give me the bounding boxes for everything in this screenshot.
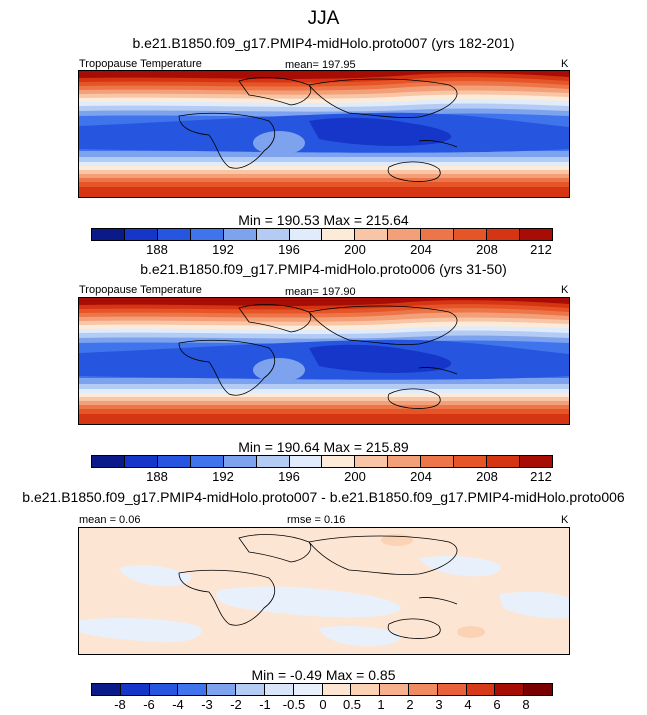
- panel1-colorbar-swatch: [487, 229, 520, 240]
- colorbar-tick: 212: [530, 469, 552, 484]
- panel2-units-label: K: [561, 284, 569, 296]
- colorbar-tick: 6: [493, 697, 501, 712]
- panel3-colorbar-swatch: [380, 684, 409, 695]
- panel1-colorbar-ticks: 188 192 196 200 204 208 212: [91, 242, 553, 258]
- panel2-colorbar-swatch: [388, 456, 422, 467]
- panel1-colorbar-swatch: [157, 229, 191, 240]
- panel1-subtitle: b.e21.B1850.f09_g17.PMIP4-midHolo.proto0…: [132, 35, 515, 51]
- colorbar-tick: -0.5: [282, 697, 306, 712]
- panel3-colorbar-swatch: [92, 684, 121, 695]
- panel3-colorbar-swatch: [149, 684, 179, 695]
- colorbar-tick: -4: [172, 697, 184, 712]
- panel2-colorbar-swatch: [124, 456, 158, 467]
- panel2-colorbar-swatch: [487, 456, 520, 467]
- panel2-colorbar-swatch: [157, 456, 191, 467]
- panel3-minmax: Min = -0.49 Max = 0.85: [251, 667, 396, 683]
- panel2-colorbar: [91, 455, 553, 468]
- colorbar-tick: 200: [344, 469, 366, 484]
- panel3-colorbar-swatch: [264, 684, 294, 695]
- panel3-colorbar-swatch: [178, 684, 208, 695]
- colorbar-tick: 208: [476, 242, 498, 257]
- panel3-colorbar-swatch: [120, 684, 150, 695]
- colorbar-tick: 188: [146, 242, 168, 257]
- colorbar-tick: 196: [278, 242, 300, 257]
- colorbar-tick: -3: [201, 697, 213, 712]
- panel2-colorbar-swatch: [355, 456, 389, 467]
- panel3-colorbar-swatch: [236, 684, 265, 695]
- panel3-colorbar-swatch: [437, 684, 467, 695]
- colorbar-tick: -2: [230, 697, 242, 712]
- panel2-colorbar-swatch: [256, 456, 290, 467]
- colorbar-tick: -1: [259, 697, 271, 712]
- colorbar-tick: 0: [319, 697, 327, 712]
- colorbar-tick: 200: [344, 242, 366, 257]
- panel2-map: [78, 297, 570, 425]
- panel3-rmse-label: rmse = 0.16: [287, 514, 346, 526]
- panel1-colorbar: [91, 228, 553, 241]
- panel1-colorbar-swatch: [92, 229, 125, 240]
- colorbar-tick: 2: [406, 697, 414, 712]
- panel3-units-label: K: [561, 514, 569, 526]
- panel2-colorbar-swatch: [519, 456, 552, 467]
- panel1-colorbar-swatch: [421, 229, 455, 240]
- panel2-subtitle: b.e21.B1850.f09_g17.PMIP4-midHolo.proto0…: [140, 261, 507, 277]
- panel1-map: [78, 70, 570, 198]
- panel1-colorbar-swatch: [289, 229, 323, 240]
- colorbar-tick: 3: [435, 697, 443, 712]
- panel3-colorbar-swatch: [524, 684, 552, 695]
- colorbar-tick: 204: [410, 469, 432, 484]
- panel3-colorbar-swatch: [495, 684, 525, 695]
- panel1-colorbar-swatch: [322, 229, 356, 240]
- colorbar-tick: 196: [278, 469, 300, 484]
- panel1-units-label: K: [561, 58, 569, 70]
- colorbar-tick: 212: [530, 242, 552, 257]
- colorbar-tick: -6: [143, 697, 155, 712]
- panel2-colorbar-swatch: [223, 456, 257, 467]
- panel2-colorbar-swatch: [190, 456, 224, 467]
- figure-title: JJA: [307, 8, 340, 29]
- colorbar-tick: 204: [410, 242, 432, 257]
- panel2-colorbar-ticks: 188 192 196 200 204 208 212: [91, 469, 553, 485]
- panel3-colorbar-swatch: [466, 684, 496, 695]
- colorbar-tick: 8: [522, 697, 530, 712]
- panel2-mean-label: mean= 197.90: [285, 286, 356, 298]
- panel3-map: [78, 527, 570, 655]
- panel1-colorbar-swatch: [454, 229, 488, 240]
- panel2-colorbar-swatch: [322, 456, 356, 467]
- panel1-colorbar-swatch: [355, 229, 389, 240]
- panel2-variable-label: Tropopause Temperature: [79, 284, 202, 296]
- colorbar-tick: 208: [476, 469, 498, 484]
- panel1-colorbar-swatch: [388, 229, 422, 240]
- panel3-colorbar-swatch: [408, 684, 438, 695]
- panel1-colorbar-swatch: [256, 229, 290, 240]
- panel3-subtitle: b.e21.B1850.f09_g17.PMIP4-midHolo.proto0…: [22, 489, 625, 505]
- panel3-colorbar-swatch: [207, 684, 237, 695]
- panel1-colorbar-swatch: [519, 229, 552, 240]
- colorbar-tick: 0.5: [342, 697, 362, 712]
- panel1-colorbar-swatch: [124, 229, 158, 240]
- panel3-colorbar-ticks: -8 -6 -4 -3 -2 -1 -0.5 0 0.5 1 2 3 4 6 8: [91, 697, 553, 713]
- colorbar-tick: 4: [464, 697, 472, 712]
- panel2-colorbar-swatch: [289, 456, 323, 467]
- colorbar-tick: 192: [212, 469, 234, 484]
- colorbar-tick: 1: [377, 697, 385, 712]
- panel2-minmax: Min = 190.64 Max = 215.89: [238, 439, 409, 455]
- panel1-colorbar-swatch: [190, 229, 224, 240]
- panel1-minmax: Min = 190.53 Max = 215.64: [238, 212, 409, 228]
- panel1-colorbar-swatch: [223, 229, 257, 240]
- panel2-colorbar-swatch: [421, 456, 455, 467]
- panel3-colorbar-swatch: [351, 684, 381, 695]
- panel1-variable-label: Tropopause Temperature: [79, 58, 202, 70]
- colorbar-tick: 192: [212, 242, 234, 257]
- panel3-colorbar: [91, 683, 553, 696]
- panel3-mean-label: mean = 0.06: [79, 514, 141, 526]
- colorbar-tick: -8: [114, 697, 126, 712]
- panel2-colorbar-swatch: [454, 456, 488, 467]
- panel3-colorbar-swatch: [322, 684, 352, 695]
- panel1-mean-label: mean= 197.95: [285, 59, 356, 71]
- colorbar-tick: 188: [146, 469, 168, 484]
- panel3-colorbar-swatch: [293, 684, 323, 695]
- panel2-colorbar-swatch: [92, 456, 125, 467]
